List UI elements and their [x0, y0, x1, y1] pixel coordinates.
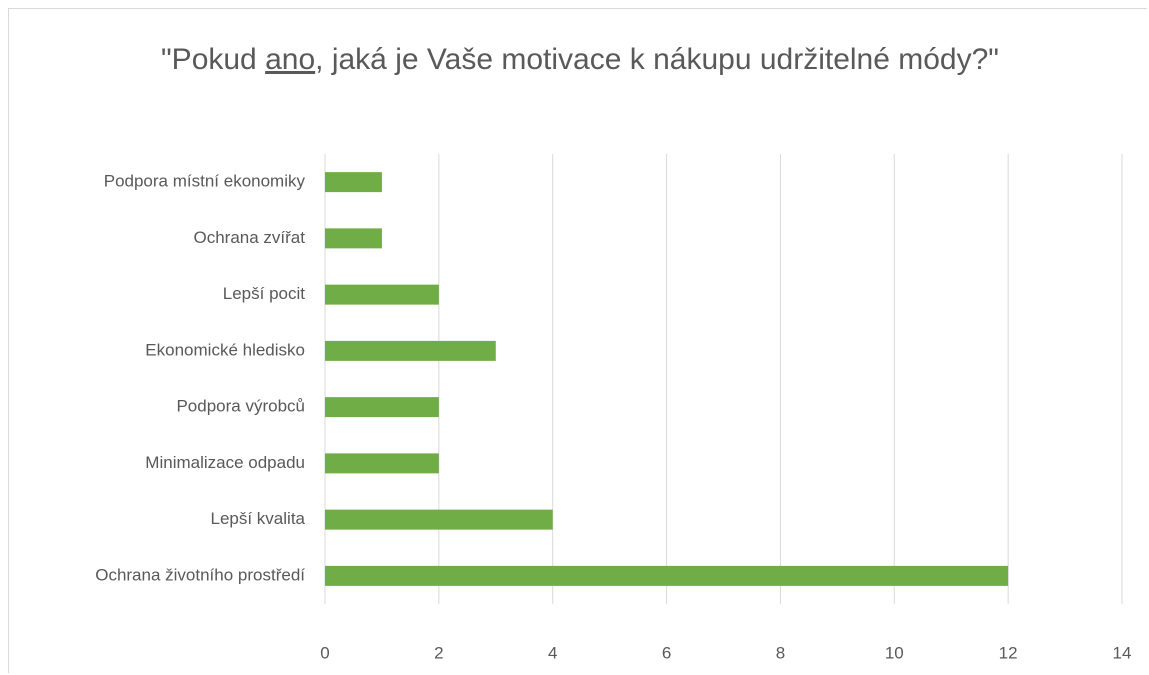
- x-tick-label: 2: [434, 643, 443, 662]
- bar: [325, 340, 496, 361]
- bar: [325, 453, 439, 474]
- bar: [325, 228, 382, 249]
- bar: [325, 565, 1009, 586]
- y-tick-label: Podpora místní ekonomiky: [104, 172, 306, 191]
- y-tick-label: Ochrana zvířat: [194, 228, 306, 247]
- x-tick-label: 8: [776, 643, 785, 662]
- bar: [325, 509, 553, 530]
- x-tick-label: 0: [320, 643, 329, 662]
- y-tick-label: Minimalizace odpadu: [145, 453, 305, 472]
- y-tick-label: Lepší pocit: [223, 284, 305, 303]
- y-tick-label: Ochrana životního prostředí: [95, 565, 305, 584]
- bar: [325, 172, 382, 193]
- y-tick-label: Lepší kvalita: [211, 509, 306, 528]
- bar: [325, 397, 439, 418]
- x-tick-label: 10: [885, 643, 904, 662]
- y-tick-label: Podpora výrobců: [176, 397, 305, 416]
- chart-title: "Pokud ano, jaká je Vaše motivace k náku…: [161, 43, 999, 76]
- x-tick-label: 4: [548, 643, 557, 662]
- chart-frame: [8, 8, 1147, 673]
- x-tick-label: 12: [999, 643, 1018, 662]
- x-tick-label: 14: [1113, 643, 1132, 662]
- bar: [325, 284, 439, 305]
- y-tick-label: Ekonomické hledisko: [145, 340, 305, 359]
- x-tick-label: 6: [662, 643, 671, 662]
